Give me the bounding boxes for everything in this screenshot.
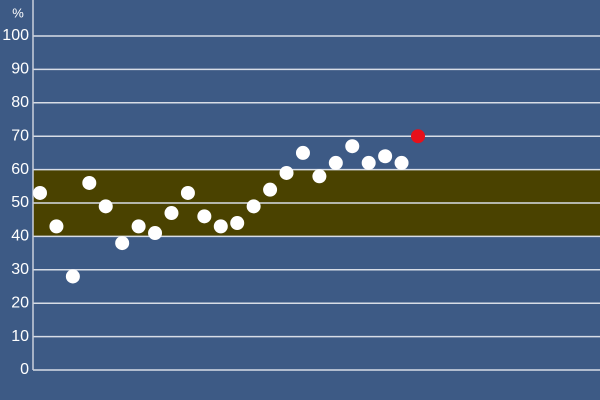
y-tick-label: 80 (11, 94, 29, 111)
y-tick-label: 60 (11, 161, 29, 178)
point (378, 149, 393, 164)
point (312, 169, 327, 184)
point (82, 175, 97, 190)
point (394, 155, 409, 170)
y-tick-label: 90 (11, 61, 29, 78)
y-tick-label: 20 (11, 294, 29, 311)
point (246, 199, 261, 214)
y-tick-label: 70 (11, 127, 29, 144)
point (263, 182, 278, 197)
y-tick-label: 0 (20, 361, 29, 378)
point (115, 236, 130, 251)
y-tick-label: 50 (11, 194, 29, 211)
point (279, 165, 294, 180)
y-tick-label: 30 (11, 261, 29, 278)
point (148, 226, 163, 241)
point (180, 185, 195, 200)
y-axis-label: % (12, 5, 24, 20)
point (295, 145, 310, 160)
y-tick-label: 100 (2, 27, 29, 44)
point (98, 199, 113, 214)
y-tick-label: 10 (11, 328, 29, 345)
point (33, 185, 47, 200)
point (65, 269, 80, 284)
point (197, 209, 212, 224)
point (213, 219, 228, 234)
point (411, 129, 425, 144)
point (345, 139, 360, 154)
point (131, 219, 146, 234)
y-tick-label: 40 (11, 228, 29, 245)
point (361, 155, 376, 170)
point (164, 206, 179, 221)
point (49, 219, 64, 234)
point (230, 216, 245, 231)
point (328, 155, 343, 170)
